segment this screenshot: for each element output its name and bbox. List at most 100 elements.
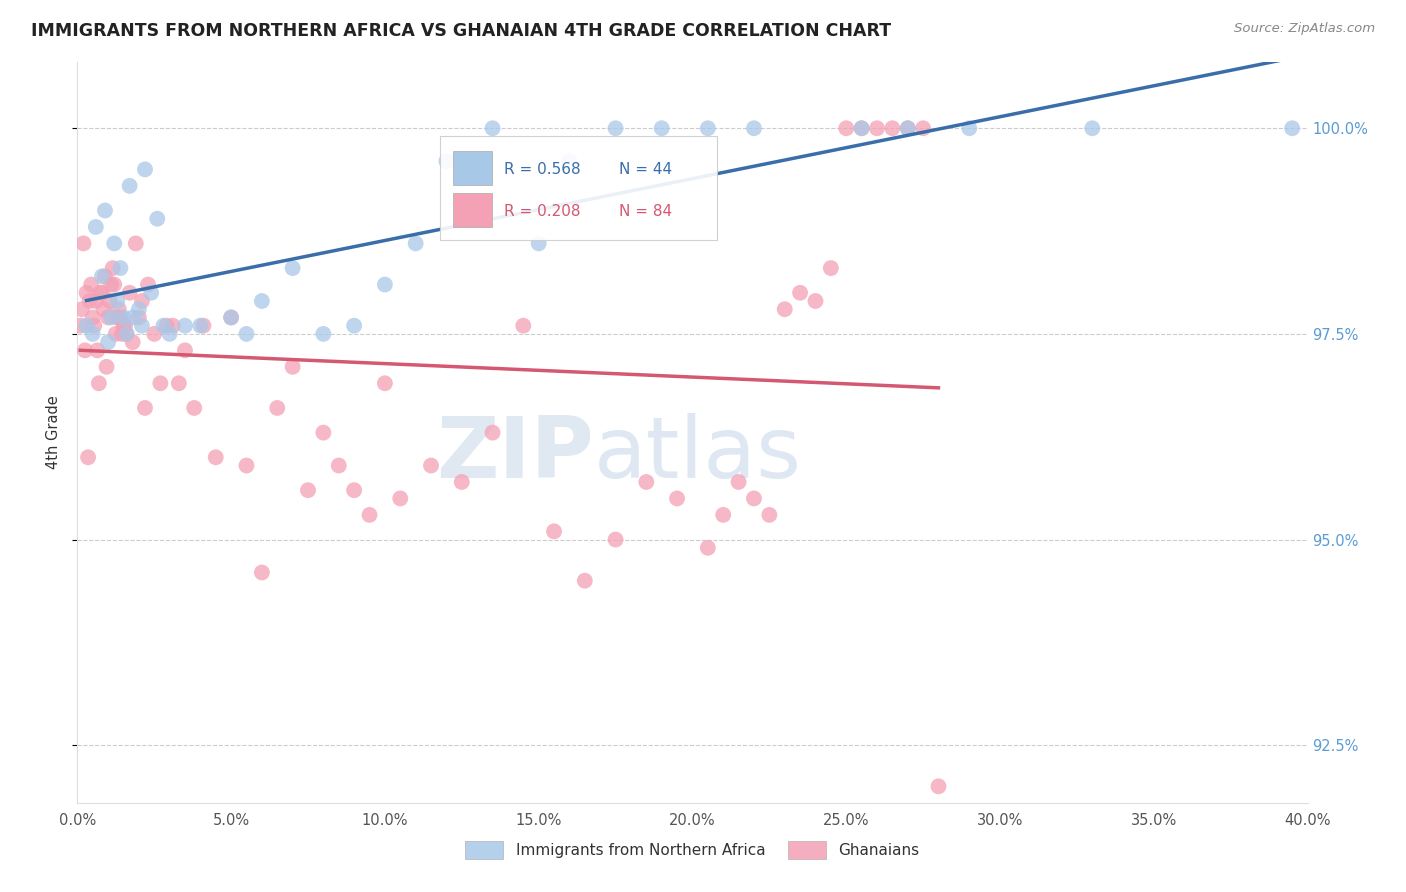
Point <box>94 269 117 284</box>
Point <box>804 293 827 308</box>
Point <box>97 335 120 350</box>
Text: Source: ZipAtlas.com: Source: ZipAtlas.com <box>1234 22 1375 36</box>
Point <box>111 326 134 341</box>
Point <box>174 343 197 358</box>
Point <box>103 236 125 251</box>
Point <box>405 236 427 251</box>
Point <box>73 343 96 358</box>
Point <box>159 326 181 341</box>
Point <box>897 121 920 136</box>
Point <box>89 285 111 300</box>
Point <box>696 541 718 555</box>
Point <box>112 318 135 333</box>
Point <box>235 326 257 341</box>
Point <box>76 285 98 300</box>
Point <box>110 310 132 325</box>
Point <box>69 318 91 333</box>
Point <box>83 318 105 333</box>
Point <box>481 425 503 440</box>
Point <box>167 376 190 391</box>
Point <box>558 154 581 169</box>
Point <box>835 121 858 136</box>
Point <box>96 359 118 374</box>
Point <box>727 475 749 489</box>
Y-axis label: 4th Grade: 4th Grade <box>45 396 60 469</box>
Point <box>742 491 765 506</box>
Point <box>87 376 110 391</box>
Point <box>666 491 689 506</box>
Point <box>70 302 93 317</box>
Point <box>93 302 115 317</box>
Point <box>851 121 873 136</box>
Point <box>912 121 935 136</box>
Point <box>114 318 136 333</box>
Point <box>104 326 127 341</box>
Point <box>389 491 412 506</box>
Point <box>957 121 980 136</box>
Point <box>125 236 148 251</box>
Point <box>174 318 197 333</box>
Point <box>155 318 177 333</box>
Point <box>928 780 950 794</box>
Point <box>131 293 153 308</box>
Point <box>636 475 658 489</box>
Point <box>183 401 205 415</box>
Point <box>118 285 141 300</box>
Point <box>866 121 889 136</box>
Point <box>450 475 472 489</box>
Point <box>1281 121 1303 136</box>
Point <box>281 359 304 374</box>
Point <box>149 376 172 391</box>
Point <box>101 261 124 276</box>
Point <box>605 121 627 136</box>
Point <box>696 121 718 136</box>
Point <box>742 121 765 136</box>
Point <box>188 318 212 333</box>
Point <box>146 211 169 226</box>
Text: IMMIGRANTS FROM NORTHERN AFRICA VS GHANAIAN 4TH GRADE CORRELATION CHART: IMMIGRANTS FROM NORTHERN AFRICA VS GHANA… <box>31 22 891 40</box>
Point <box>250 293 273 308</box>
Point <box>359 508 381 522</box>
Point <box>420 458 443 473</box>
Point <box>605 533 627 547</box>
Point <box>204 450 226 465</box>
Point <box>115 326 138 341</box>
Point <box>343 318 366 333</box>
Point <box>121 335 143 350</box>
Point <box>82 310 104 325</box>
Point <box>112 310 135 325</box>
Point <box>84 219 107 234</box>
Point <box>281 261 304 276</box>
Point <box>108 302 131 317</box>
Point <box>152 318 174 333</box>
Point <box>82 326 104 341</box>
Point <box>297 483 319 498</box>
Point <box>76 318 98 333</box>
Point <box>266 401 288 415</box>
Point <box>651 121 673 136</box>
Point <box>219 310 242 325</box>
Point <box>80 277 103 292</box>
Point <box>235 458 257 473</box>
Point <box>219 310 242 325</box>
Bar <box>453 152 492 185</box>
Point <box>143 326 166 341</box>
Point <box>543 524 565 539</box>
Point <box>103 277 125 292</box>
Point <box>374 277 396 292</box>
Legend: Immigrants from Northern Africa, Ghanaians: Immigrants from Northern Africa, Ghanaia… <box>460 835 925 865</box>
Point <box>100 277 122 292</box>
Point <box>84 293 107 308</box>
Point <box>374 376 396 391</box>
Text: R = 0.568: R = 0.568 <box>505 162 581 178</box>
Point <box>128 310 150 325</box>
Text: N = 44: N = 44 <box>619 162 672 178</box>
Point <box>110 261 132 276</box>
Point <box>136 277 159 292</box>
Point <box>162 318 184 333</box>
Point <box>141 285 163 300</box>
Point <box>98 293 121 308</box>
Point <box>86 343 108 358</box>
Point <box>758 508 780 522</box>
Point <box>773 302 796 317</box>
